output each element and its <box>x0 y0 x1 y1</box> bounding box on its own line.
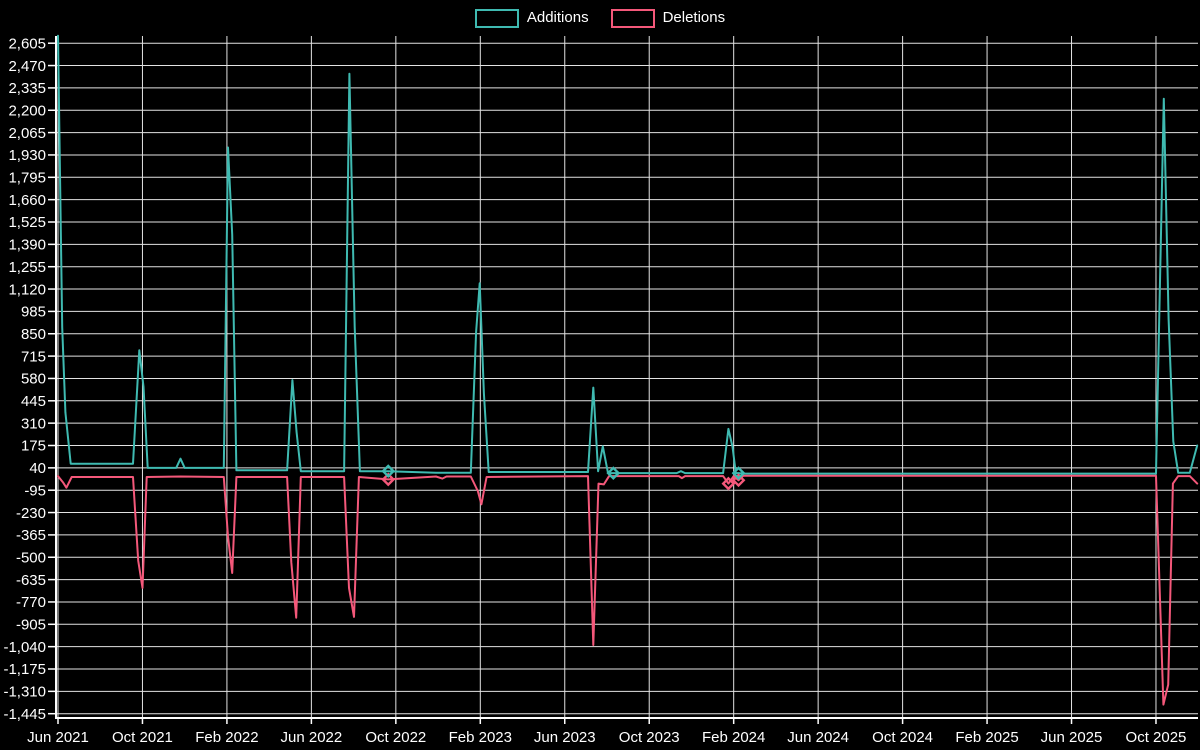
x-tick-label: Jun 2021 <box>27 729 89 746</box>
x-tick-label: Feb 2024 <box>702 729 765 746</box>
additions-swatch-icon <box>474 8 519 28</box>
y-tick-label: 1,525 <box>8 214 46 231</box>
y-tick-label: -365 <box>16 527 46 544</box>
x-tick-label: Feb 2025 <box>955 729 1018 746</box>
x-tick-label: Feb 2022 <box>195 729 258 746</box>
chart-legend: Additions Deletions <box>0 8 1200 28</box>
additions-markers <box>381 464 746 481</box>
x-gridlines <box>57 36 1157 724</box>
point-marker <box>381 472 396 487</box>
y-tick-label: 310 <box>21 415 46 432</box>
point-marker <box>381 464 396 479</box>
y-tick-label: 2,470 <box>8 58 46 75</box>
y-tick-label: 1,930 <box>8 147 46 164</box>
y-tick-label: 2,065 <box>8 125 46 142</box>
deletions-swatch-icon <box>610 8 655 28</box>
y-tick-label: -230 <box>16 505 46 522</box>
x-tick-label: Oct 2022 <box>365 729 426 746</box>
deletions-markers <box>381 472 746 491</box>
y-tick-label: 580 <box>21 371 46 388</box>
y-tick-label: 1,390 <box>8 237 46 254</box>
y-tick-label: -1,175 <box>3 661 46 678</box>
x-tick-label: Jun 2022 <box>281 729 343 746</box>
y-tick-label: 175 <box>21 438 46 455</box>
y-tick-label: 715 <box>21 348 46 365</box>
x-tick-label: Jun 2024 <box>787 729 849 746</box>
x-tick-label: Feb 2023 <box>449 729 512 746</box>
y-tick-label: -1,445 <box>3 706 46 723</box>
y-tick-label: -635 <box>16 572 46 589</box>
y-tick-label: -500 <box>16 549 46 566</box>
y-tick-label: 1,660 <box>8 192 46 209</box>
y-tick-label: 850 <box>21 326 46 343</box>
y-tick-label: -770 <box>16 594 46 611</box>
y-tick-label: 985 <box>21 304 46 321</box>
y-tick-label: 2,335 <box>8 80 46 97</box>
legend-label-additions: Additions <box>526 9 589 26</box>
x-tick-label: Jun 2025 <box>1041 729 1103 746</box>
x-tick-label: Oct 2025 <box>1126 729 1187 746</box>
y-tick-label: 2,200 <box>8 102 46 119</box>
y-tick-label: -95 <box>24 482 46 499</box>
y-tick-label: 1,795 <box>8 170 46 187</box>
x-tick-label: Jun 2023 <box>534 729 596 746</box>
y-tick-label: -1,040 <box>3 639 46 656</box>
x-tick-label: Oct 2021 <box>112 729 173 746</box>
y-tick-label: 2,605 <box>8 35 46 52</box>
y-tick-label: 1,255 <box>8 259 46 276</box>
deletions-line <box>57 474 1199 706</box>
y-tick-label: -905 <box>16 617 46 634</box>
x-axis-tick-labels: Jun 2021 Oct 2021 Feb 2022 Jun 2022 Oct 2022… <box>27 729 1186 746</box>
y-tick-label: 1,120 <box>8 281 46 298</box>
y-axis-tick-labels: 2,605 2,470 2,335 2,200 2,065 1,930 1,795 1,660… <box>3 35 46 723</box>
legend-item-deletions[interactable]: Deletions <box>610 8 726 28</box>
legend-item-additions[interactable]: Additions <box>474 8 589 28</box>
additions-line <box>57 34 1199 475</box>
x-tick-label: Oct 2024 <box>872 729 933 746</box>
y-gridlines <box>48 42 1198 715</box>
x-tick-label: Oct 2023 <box>619 729 680 746</box>
point-marker <box>606 466 621 481</box>
y-tick-label: 445 <box>21 393 46 410</box>
point-marker <box>731 466 746 481</box>
point-marker <box>721 476 736 491</box>
y-tick-label: 40 <box>29 460 46 477</box>
y-tick-label: -1,310 <box>3 684 46 701</box>
point-marker <box>731 473 746 488</box>
legend-label-deletions: Deletions <box>662 9 726 26</box>
